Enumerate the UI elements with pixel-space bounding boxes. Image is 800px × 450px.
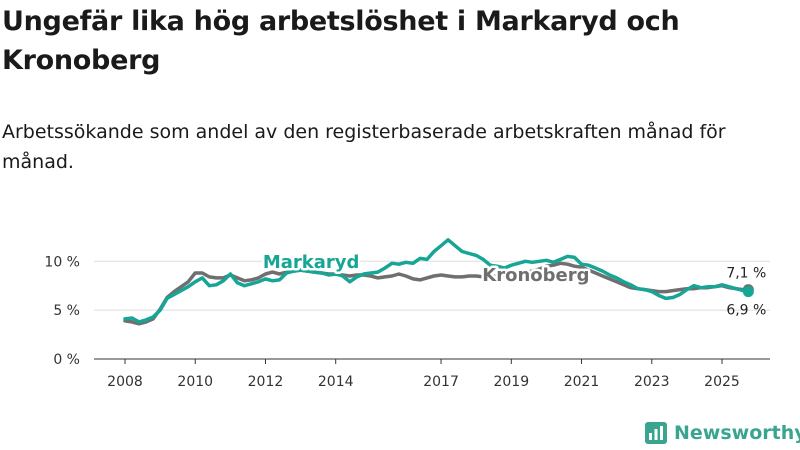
series-labels: 7,1 % 6,9 % Markaryd Kronoberg xyxy=(260,250,766,319)
end-label-kronoberg: 7,1 % xyxy=(726,266,766,282)
y-tick-label: 0 % xyxy=(53,352,80,368)
chart-subtitle: Arbetssökande som andel av den registerb… xyxy=(2,121,726,173)
x-tick-label: 2019 xyxy=(493,374,529,390)
x-tick-label: 2025 xyxy=(704,374,740,390)
gridlines xyxy=(94,260,770,360)
series-line-markaryd xyxy=(123,238,751,324)
x-tick-label: 2012 xyxy=(248,374,284,390)
y-tick-label: 5 % xyxy=(53,303,80,319)
y-axis-ticks: 0 % 5 % 10 % xyxy=(44,254,80,368)
x-tick-label: 2017 xyxy=(423,374,459,390)
bar-chart-icon xyxy=(645,422,667,444)
x-tick-label: 2021 xyxy=(564,374,600,390)
x-tick-label: 2010 xyxy=(177,374,213,390)
series-lines xyxy=(123,238,754,326)
series-label-kronoberg: Kronoberg xyxy=(482,265,589,286)
end-label-markaryd: 6,9 % xyxy=(726,303,766,319)
y-tick-label: 10 % xyxy=(44,254,80,270)
x-axis-ticks: 2008 2010 2012 2014 2017 2019 2021 2023 2025 xyxy=(107,359,740,390)
series-label-markaryd: Markaryd xyxy=(263,252,360,273)
brand-name: Newsworthy xyxy=(674,422,800,444)
x-tick-label: 2023 xyxy=(634,374,670,390)
chart-title: Ungefär lika hög arbetslöshet i Markaryd… xyxy=(2,6,680,76)
end-point-markaryd xyxy=(742,286,754,298)
x-tick-label: 2014 xyxy=(318,374,354,390)
newsworthy-logo: Newsworthy xyxy=(644,420,800,446)
x-tick-label: 2008 xyxy=(107,374,143,390)
